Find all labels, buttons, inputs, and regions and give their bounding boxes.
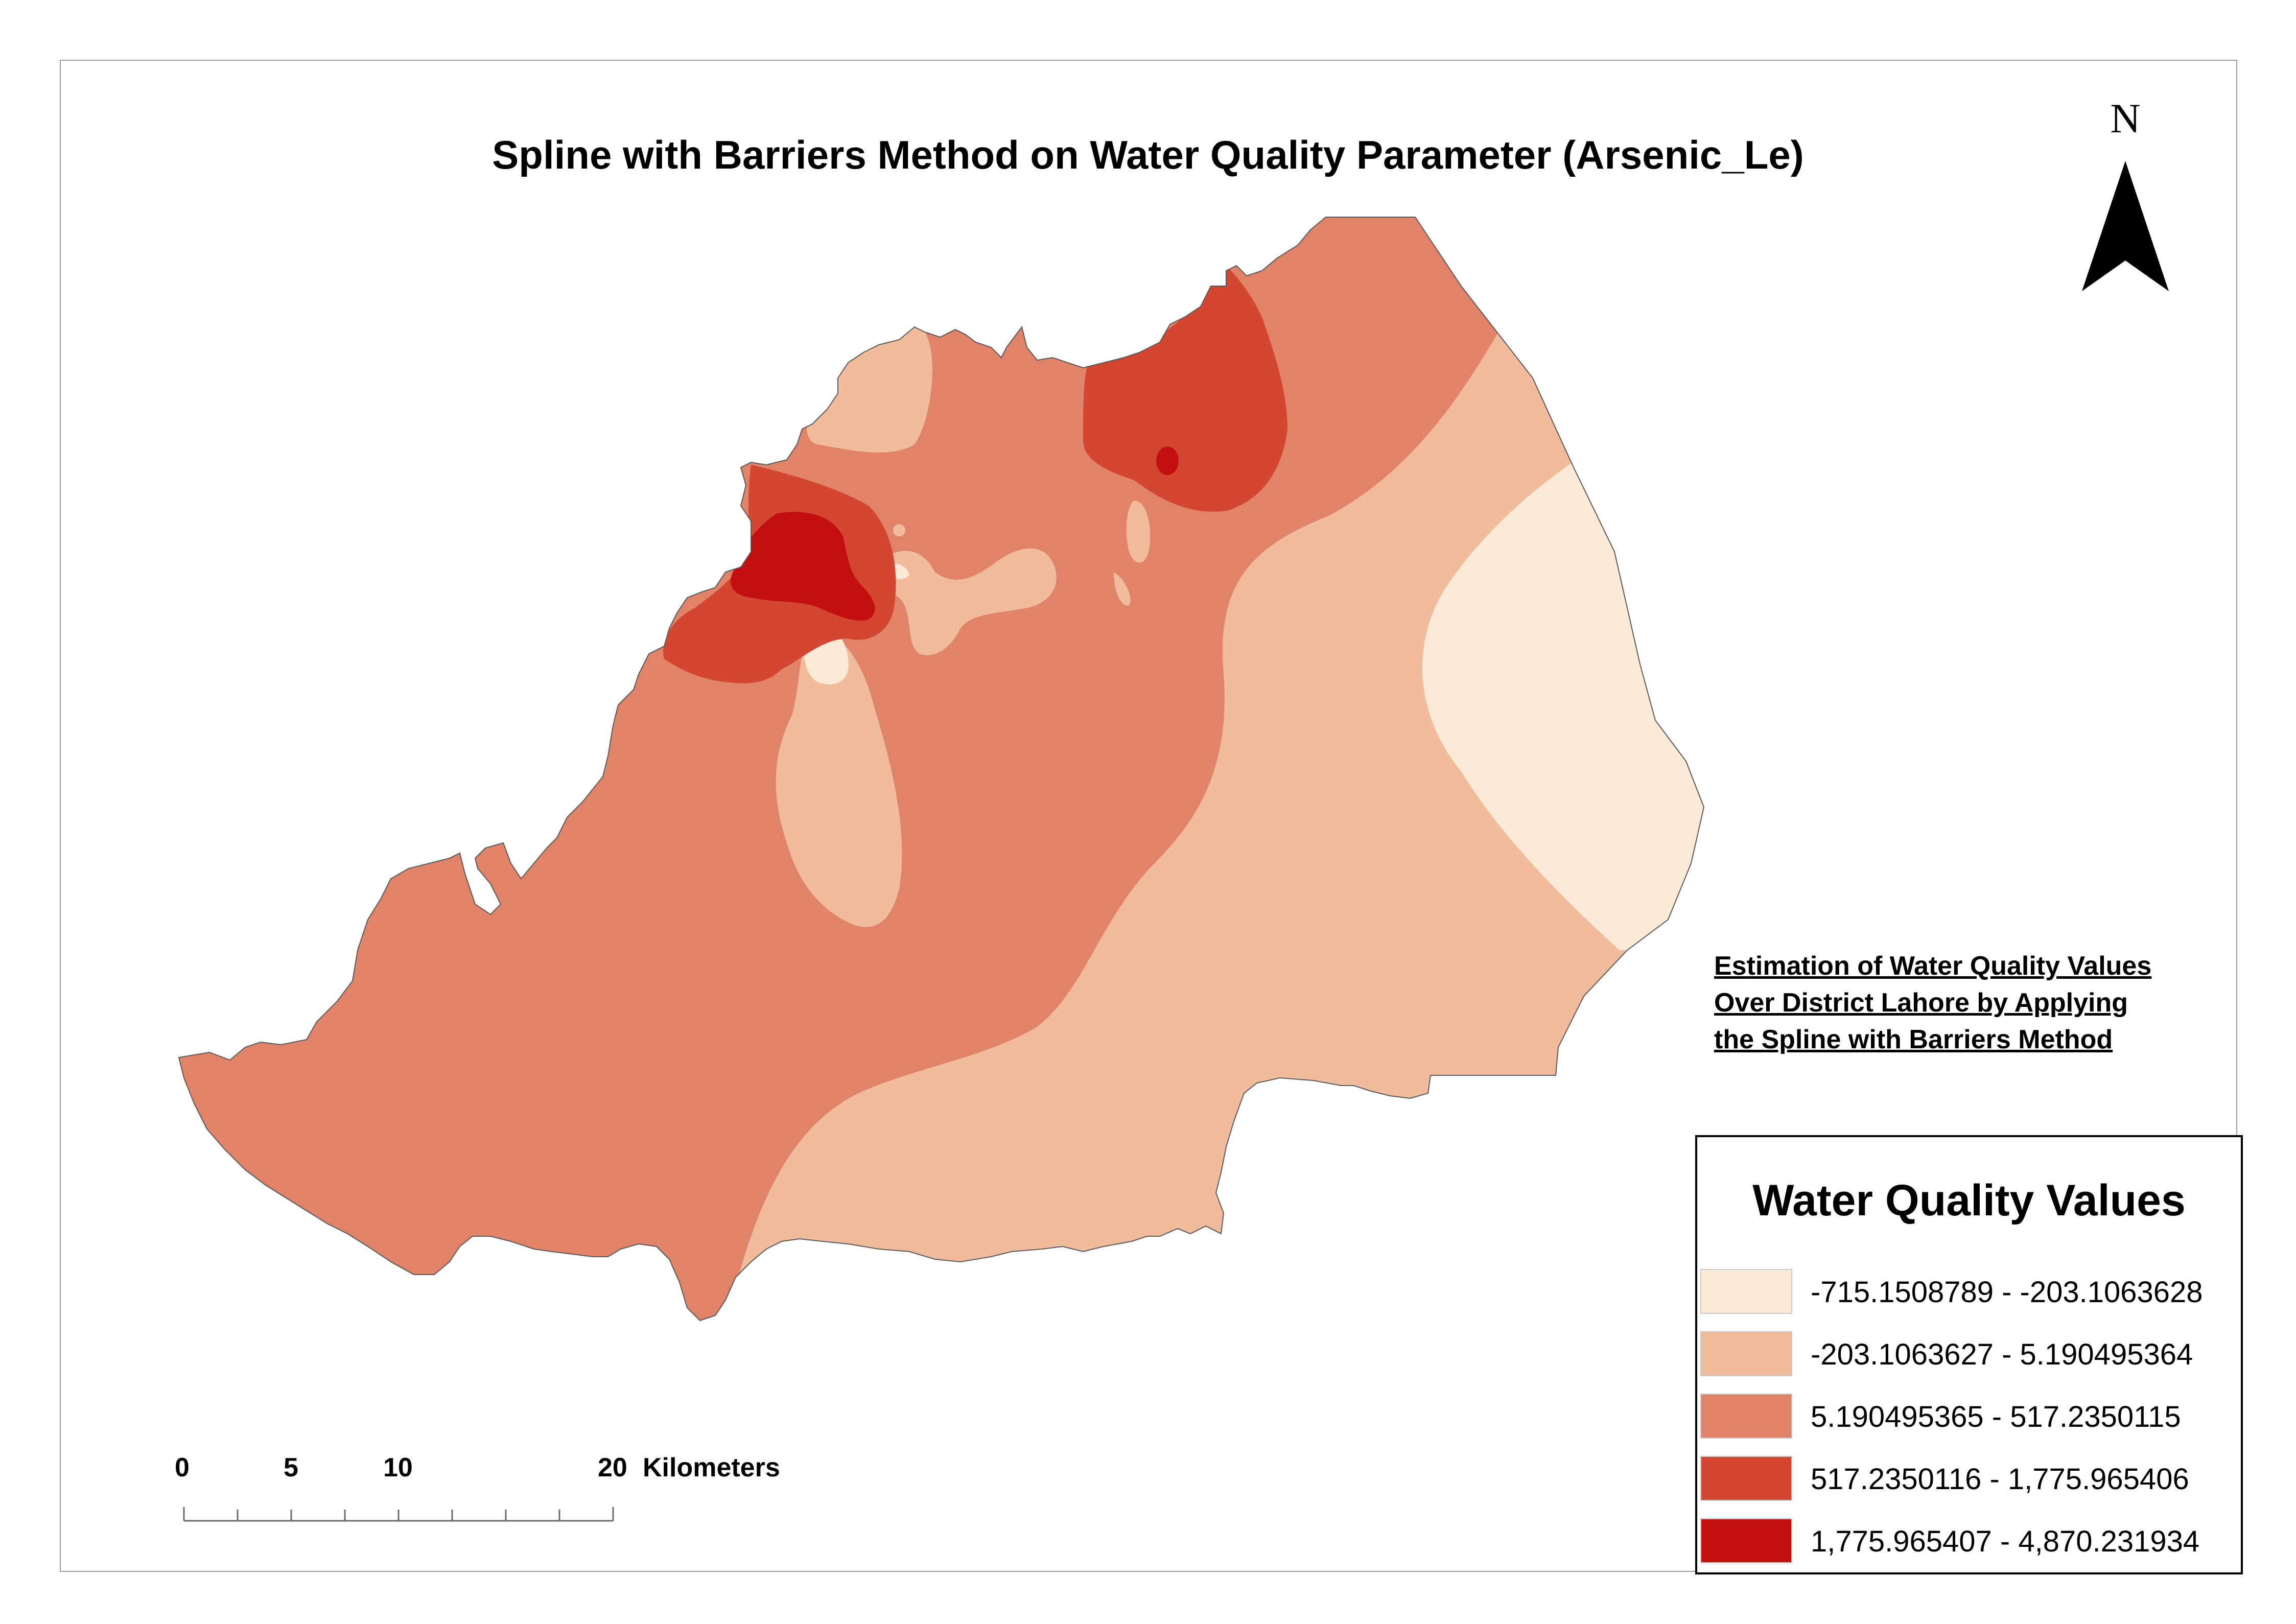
class-2-zone-central [776,628,902,927]
legend-swatch [1700,1518,1792,1563]
note-line: Estimation of Water Quality Values [1714,951,2152,981]
legend-label: -715.1508789 - -203.1063628 [1811,1276,2203,1309]
note-line: the Spline with Barriers Method [1714,1025,2113,1054]
legend-box: Water Quality Values -715.1508789 - -203… [1695,1135,2243,1574]
north-arrow-icon [2082,161,2169,291]
north-arrow-letter: N [2110,95,2141,142]
class-2-zone-spot-a [1126,501,1151,563]
scale-tick-label: 20 [598,1453,627,1482]
class-4-zone-north [1083,266,1287,512]
legend-title: Water Quality Values [1752,1176,2186,1225]
scale-bar [183,1507,614,1522]
district-boundary [178,217,1705,1322]
class-2-zone-dot [893,524,905,536]
class-2-zone-north [807,326,932,453]
interpolation-surface [179,217,1704,1321]
legend-label: 517.2350116 - 1,775.965406 [1811,1463,2189,1496]
legend-swatch [1700,1331,1792,1376]
class-2-zone-patch [875,548,1057,655]
legend-label: 1,775.965407 - 4,870.231934 [1811,1525,2200,1558]
map-title: Spline with Barriers Method on Water Qua… [492,132,1804,177]
map-layout-frame [60,60,2237,1572]
scale-tick-label: 5 [284,1453,298,1482]
legend-label: 5.190495365 - 517.2350115 [1811,1400,2181,1433]
legend-swatch [1700,1269,1792,1314]
class-2-zone-spot-b [1114,572,1131,606]
note-line: Over District Lahore by Applying [1714,988,2128,1018]
legend-swatch [1700,1394,1792,1439]
scale-unit-label: Kilometers [643,1453,780,1482]
scale-tick-label: 0 [175,1453,190,1482]
class-5-zone-west [731,512,875,621]
map-description-note: Estimation of Water Quality Values Over … [1714,948,2151,1058]
class-5-zone-north [1156,446,1179,475]
legend-swatch [1700,1456,1792,1501]
legend-label: -203.1063627 - 5.190495364 [1811,1338,2193,1371]
scale-tick-label: 10 [383,1453,413,1482]
